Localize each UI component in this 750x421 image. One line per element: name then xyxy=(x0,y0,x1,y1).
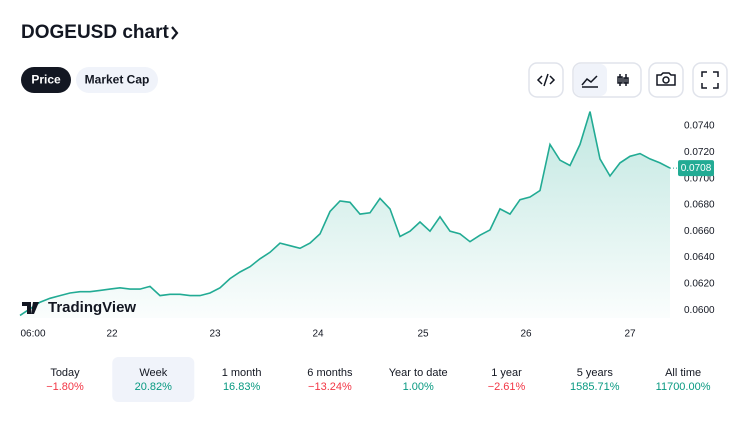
tab[interactable] xyxy=(76,67,158,93)
y-tick-label: 0.0640 xyxy=(684,252,715,263)
tab-label: Market Cap xyxy=(85,73,150,87)
watermark: TradingView xyxy=(48,299,136,316)
y-tick-label: 0.0620 xyxy=(684,278,715,289)
chart-type-group xyxy=(572,62,642,98)
period-change: 16.83% xyxy=(223,381,261,393)
camera-lens xyxy=(662,76,670,84)
logo-mark xyxy=(22,302,39,314)
area-button[interactable] xyxy=(574,64,607,96)
period-label[interactable]: Week xyxy=(139,367,167,379)
period-change: 11700.00% xyxy=(656,381,711,393)
y-tick-label: 0.0740 xyxy=(684,121,715,132)
period-label[interactable]: 6 months xyxy=(307,367,353,379)
candle-icon[interactable] xyxy=(617,74,629,86)
logo: TradingView xyxy=(22,299,136,316)
title: DOGEUSD chart xyxy=(21,22,169,43)
period-label[interactable]: 1 year xyxy=(491,367,522,379)
period-change: 20.82% xyxy=(135,381,173,393)
toolbar xyxy=(528,62,728,98)
x-tick-label: 25 xyxy=(417,329,429,340)
y-tick-label: 0.0720 xyxy=(684,147,715,158)
price-line xyxy=(19,111,671,317)
x-tick-label: 27 xyxy=(624,329,636,340)
x-tick-label: 22 xyxy=(106,329,118,340)
period-change: −1.80% xyxy=(46,381,84,393)
y-tick-label: 0.0660 xyxy=(684,226,715,237)
period-change: −13.24% xyxy=(308,381,352,393)
x-tick-label: 26 xyxy=(520,329,532,340)
last-price-badge xyxy=(678,160,714,177)
y-tick-label: 0.0680 xyxy=(684,200,715,211)
period-change: 1585.71% xyxy=(570,381,620,393)
period-change: 1.00% xyxy=(403,381,434,393)
period-label[interactable]: Today xyxy=(50,367,80,379)
period-change: −2.61% xyxy=(488,381,526,393)
y-tick-label: 0.0600 xyxy=(684,305,715,316)
period-label[interactable]: Year to date xyxy=(389,367,448,379)
x-tick-label: 23 xyxy=(209,329,221,340)
chevron[interactable] xyxy=(171,26,179,40)
period-label[interactable]: All time xyxy=(665,367,701,379)
x-tick-label: 24 xyxy=(312,329,324,340)
area-icon xyxy=(581,75,598,88)
snapshot-button[interactable] xyxy=(648,62,684,98)
last-price-label: 0.0708 xyxy=(681,163,712,174)
period-active-bg xyxy=(112,357,195,402)
area-fill xyxy=(20,111,670,318)
embed-button[interactable] xyxy=(528,62,564,98)
y-tick-label: 0.0700 xyxy=(684,173,715,184)
embed-icon xyxy=(536,73,556,87)
camera-icon xyxy=(656,72,676,86)
x-tick-label: 06:00 xyxy=(20,329,45,340)
period-label[interactable]: 1 month xyxy=(222,367,262,379)
period-label[interactable]: 5 years xyxy=(577,367,614,379)
fullscreen-icon xyxy=(701,71,719,89)
fullscreen-button[interactable] xyxy=(692,62,728,98)
tab-label: Price xyxy=(31,73,61,87)
tab[interactable] xyxy=(21,67,71,93)
